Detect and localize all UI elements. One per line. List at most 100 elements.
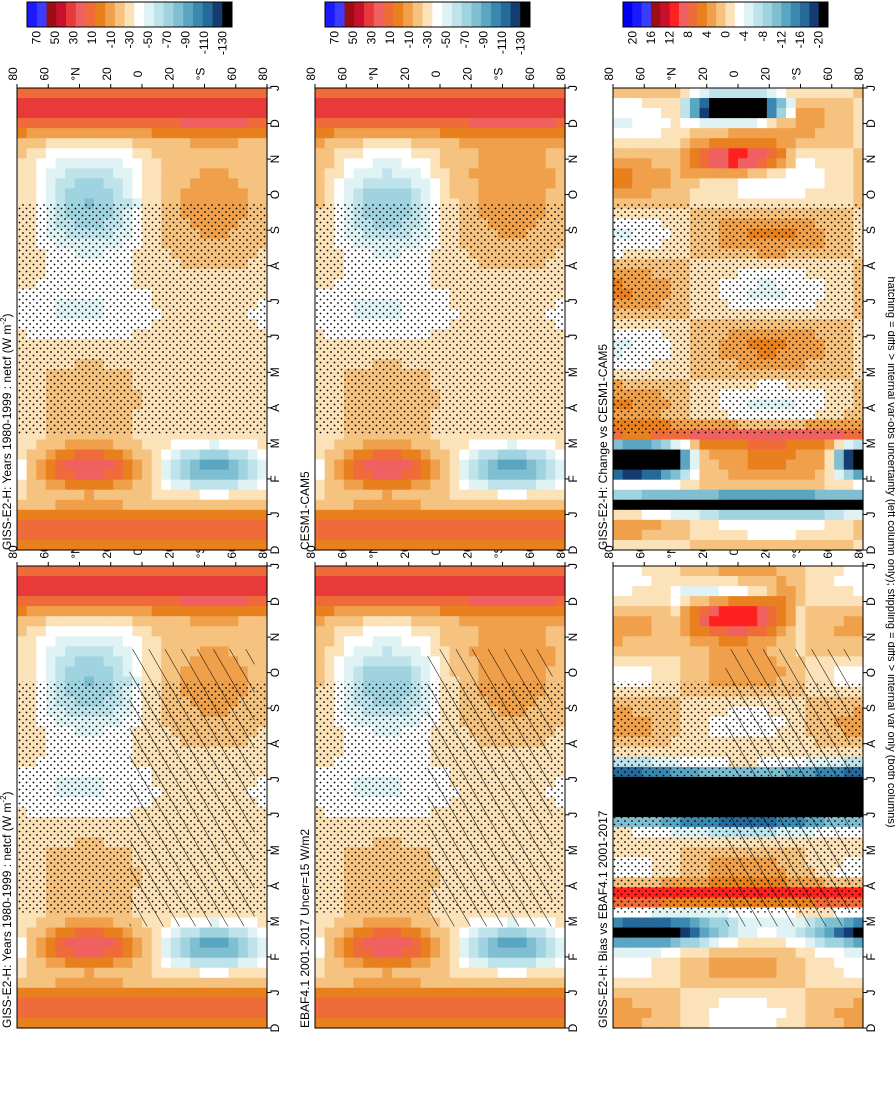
- heatmap-cell: [507, 927, 518, 939]
- heatmap-cell: [709, 987, 720, 999]
- heatmap-cell: [651, 907, 662, 919]
- heatmap-cell: [411, 977, 422, 989]
- heatmap-cell: [142, 576, 153, 587]
- heatmap-cell: [738, 1017, 749, 1029]
- x-tick-label: M: [268, 845, 282, 855]
- heatmap-cell: [55, 479, 66, 491]
- heatmap-cell: [632, 656, 643, 668]
- heatmap-cell: [45, 636, 57, 647]
- heatmap-cell: [65, 449, 76, 461]
- heatmap-cell: [36, 118, 47, 129]
- heatmap-cell: [55, 917, 66, 929]
- heatmap-cell: [363, 987, 374, 999]
- heatmap-cell: [680, 997, 691, 1009]
- heatmap-cell: [689, 596, 701, 607]
- heatmap-cell: [74, 499, 85, 511]
- heatmap-cell: [478, 586, 489, 597]
- heatmap-cell: [142, 178, 153, 190]
- heatmap-cell: [257, 168, 268, 179]
- heatmap-cell: [786, 1007, 797, 1019]
- heatmap-cell: [459, 967, 470, 979]
- heatmap-cell: [689, 907, 701, 919]
- heatmap-cell: [641, 1017, 653, 1029]
- heatmap-cell: [238, 118, 249, 129]
- heatmap-cell: [430, 576, 441, 587]
- heatmap-cell: [622, 987, 633, 999]
- heatmap-cell: [670, 927, 681, 939]
- heatmap-cell: [824, 576, 835, 587]
- heatmap-cell: [497, 937, 508, 949]
- heatmap-cell: [26, 439, 37, 451]
- heatmap-cell: [113, 566, 124, 577]
- heatmap-cell: [709, 997, 720, 1009]
- heatmap-cell: [391, 586, 403, 597]
- x-tick-label: J: [268, 776, 282, 782]
- heatmap-cell: [536, 947, 547, 959]
- heatmap-cell: [199, 1017, 210, 1029]
- heatmap-cell: [199, 957, 210, 969]
- heatmap-cell: [36, 128, 47, 139]
- heatmap-cell: [709, 977, 720, 989]
- heatmap-cell: [84, 1007, 95, 1019]
- heatmap-cell: [45, 519, 57, 531]
- heatmap-cell: [613, 566, 624, 577]
- heatmap-cell: [103, 98, 114, 109]
- heatmap-cell: [372, 947, 383, 959]
- chart-title-superscript: -2: [0, 795, 8, 803]
- heatmap-cell: [84, 88, 95, 99]
- heatmap-cell: [843, 616, 854, 627]
- heatmap-cell: [180, 429, 191, 441]
- hatching-overlay: [129, 649, 255, 927]
- heatmap-cell: [613, 917, 624, 929]
- heatmap-cell: [103, 158, 114, 169]
- heatmap-cell: [238, 927, 249, 939]
- heatmap-cell: [824, 927, 835, 939]
- heatmap-cell: [161, 616, 172, 627]
- heatmap-cell: [218, 479, 230, 491]
- heatmap-cell: [718, 997, 729, 1009]
- heatmap-cell: [257, 1017, 268, 1029]
- heatmap-cell: [507, 1007, 518, 1019]
- heatmap-cell: [122, 596, 133, 607]
- heatmap-cell: [391, 646, 403, 657]
- heatmap-cell: [632, 957, 643, 969]
- heatmap-cell: [257, 977, 268, 989]
- heatmap-cell: [103, 1007, 114, 1019]
- heatmap-cell: [228, 469, 239, 481]
- heatmap-cell: [180, 449, 191, 461]
- heatmap-cell: [45, 576, 57, 587]
- heatmap-cell: [132, 178, 143, 190]
- heatmap-cell: [113, 128, 124, 139]
- heatmap-cell: [632, 586, 643, 597]
- heatmap-cell: [65, 138, 76, 149]
- heatmap-cell: [170, 98, 182, 109]
- heatmap-cell: [26, 586, 37, 597]
- heatmap-cell: [151, 449, 162, 461]
- heatmap-cell: [824, 1017, 835, 1029]
- heatmap-cell: [661, 636, 672, 647]
- heatmap-cell: [718, 987, 729, 999]
- heatmap-cell: [199, 927, 210, 939]
- heatmap-cell: [103, 1017, 114, 1029]
- heatmap-cell: [209, 576, 220, 587]
- heatmap-cell: [142, 429, 153, 441]
- heatmap-cell: [536, 1007, 547, 1019]
- heatmap-cell: [45, 987, 57, 999]
- heatmap-cell: [363, 957, 374, 969]
- x-tick-label: N: [268, 633, 282, 642]
- heatmap-cell: [142, 927, 153, 939]
- heatmap-cell: [17, 459, 28, 471]
- heatmap-cell: [372, 927, 383, 939]
- heatmap-cell: [190, 997, 201, 1009]
- heatmap-cell: [440, 566, 451, 577]
- heatmap-cell: [613, 907, 624, 919]
- heatmap-cell: [478, 606, 489, 617]
- heatmap-cell: [26, 148, 37, 159]
- heatmap-cell: [74, 509, 85, 521]
- heatmap-cell: [36, 509, 47, 521]
- heatmap-cell: [238, 499, 249, 511]
- heatmap-cell: [728, 947, 739, 959]
- heatmap-cell: [209, 459, 220, 471]
- heatmap-cell: [324, 937, 335, 949]
- heatmap-cell: [766, 576, 778, 587]
